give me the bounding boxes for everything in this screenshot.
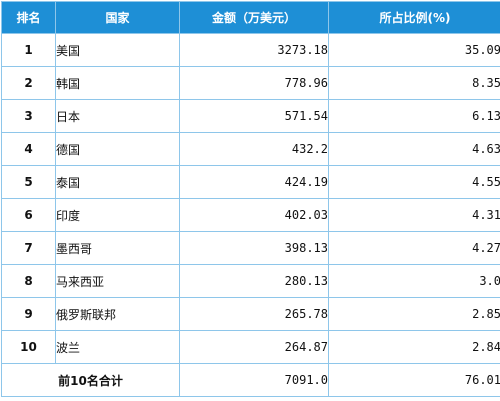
share-cell: 6.13 [328,99,500,133]
rank-cell: 1 [1,33,56,67]
total-label: 前10名合计 [1,363,180,397]
table-row: 5 泰国 424.19 4.55 [1,165,500,199]
country-cell: 印度 [55,198,180,232]
country-cell: 马来西亚 [55,264,180,298]
table-row: 4 德国 432.2 4.63 [1,132,500,166]
rank-cell: 4 [1,132,56,166]
country-cell: 美国 [55,33,180,67]
total-row: 前10名合计 7091.0 76.01 [1,363,500,397]
table-row: 9 俄罗斯联邦 265.78 2.85 [1,297,500,331]
amount-cell: 264.87 [179,330,329,364]
rank-cell: 9 [1,297,56,331]
country-cell: 日本 [55,99,180,133]
country-cell: 德国 [55,132,180,166]
share-cell: 4.27 [328,231,500,265]
header-country: 国家 [55,1,180,34]
amount-cell: 571.54 [179,99,329,133]
total-amount: 7091.0 [179,363,329,397]
amount-cell: 3273.18 [179,33,329,67]
header-amount: 金额（万美元） [179,1,329,34]
amount-cell: 778.96 [179,66,329,100]
table-row: 7 墨西哥 398.13 4.27 [1,231,500,265]
share-cell: 2.84 [328,330,500,364]
country-cell: 墨西哥 [55,231,180,265]
table-row: 2 韩国 778.96 8.35 [1,66,500,100]
table-body: 1 美国 3273.18 35.09 2 韩国 778.96 8.35 3 日本… [1,33,500,397]
amount-cell: 424.19 [179,165,329,199]
table-row: 6 印度 402.03 4.31 [1,198,500,232]
country-cell: 波兰 [55,330,180,364]
table-row: 3 日本 571.54 6.13 [1,99,500,133]
rank-cell: 10 [1,330,56,364]
country-cell: 泰国 [55,165,180,199]
amount-cell: 432.2 [179,132,329,166]
table-row: 1 美国 3273.18 35.09 [1,33,500,67]
rank-cell: 2 [1,66,56,100]
share-cell: 2.85 [328,297,500,331]
rank-cell: 7 [1,231,56,265]
amount-cell: 398.13 [179,231,329,265]
table-row: 8 马来西亚 280.13 3.0 [1,264,500,298]
share-cell: 3.0 [328,264,500,298]
share-cell: 4.31 [328,198,500,232]
amount-cell: 265.78 [179,297,329,331]
rank-cell: 6 [1,198,56,232]
share-cell: 35.09 [328,33,500,67]
country-cell: 韩国 [55,66,180,100]
header-rank: 排名 [1,1,56,34]
table-header-row: 排名 国家 金额（万美元） 所占比例(%) [1,1,500,34]
amount-cell: 402.03 [179,198,329,232]
rank-cell: 8 [1,264,56,298]
amount-cell: 280.13 [179,264,329,298]
rank-cell: 3 [1,99,56,133]
header-share: 所占比例(%) [328,1,500,34]
country-cell: 俄罗斯联邦 [55,297,180,331]
share-cell: 4.55 [328,165,500,199]
table-row: 10 波兰 264.87 2.84 [1,330,500,364]
total-share: 76.01 [328,363,500,397]
rank-cell: 5 [1,165,56,199]
share-cell: 4.63 [328,132,500,166]
share-cell: 8.35 [328,66,500,100]
